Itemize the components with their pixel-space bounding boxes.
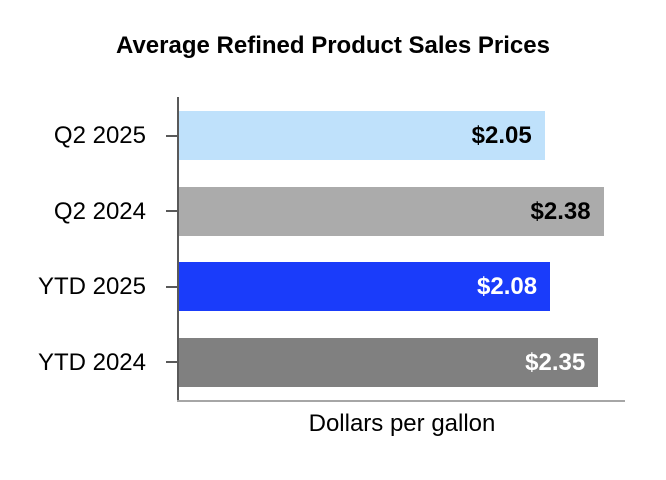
bar-value-label: $2.38 bbox=[530, 197, 591, 225]
bar: $2.08 bbox=[179, 262, 551, 312]
bar-row: Q2 2024 $2.38 bbox=[54, 174, 625, 250]
category-label: YTD 2025 bbox=[37, 273, 146, 300]
x-axis-line bbox=[177, 400, 625, 402]
bar-value-label: $2.08 bbox=[477, 273, 538, 301]
bar: $2.35 bbox=[179, 337, 599, 387]
axis-tick bbox=[166, 361, 177, 364]
bar-row: YTD 2025 $2.08 bbox=[38, 249, 625, 325]
category-label: Q2 2024 bbox=[53, 197, 146, 225]
y-axis-line bbox=[177, 97, 179, 402]
x-axis-title: Dollars per gallon bbox=[308, 410, 496, 437]
axis-tick bbox=[166, 134, 177, 137]
bar-value-label: $2.35 bbox=[525, 348, 586, 376]
bar: $2.05 bbox=[179, 111, 545, 161]
bar-row: YTD 2024 $2.35 bbox=[38, 325, 625, 401]
bar-value-label: $2.05 bbox=[471, 122, 532, 150]
category-label: Q2 2025 bbox=[53, 122, 146, 149]
plot-area: Q2 2025 $2.05 Q2 2024 $2.38 YTD 2025 $2.… bbox=[38, 97, 625, 402]
bar: $2.38 bbox=[179, 186, 604, 236]
category-label: YTD 2024 bbox=[37, 348, 146, 376]
axis-tick bbox=[166, 285, 177, 288]
bar-row: Q2 2025 $2.05 bbox=[54, 98, 625, 174]
axis-tick bbox=[166, 210, 177, 213]
chart-title: Average Refined Product Sales Prices bbox=[116, 32, 550, 59]
